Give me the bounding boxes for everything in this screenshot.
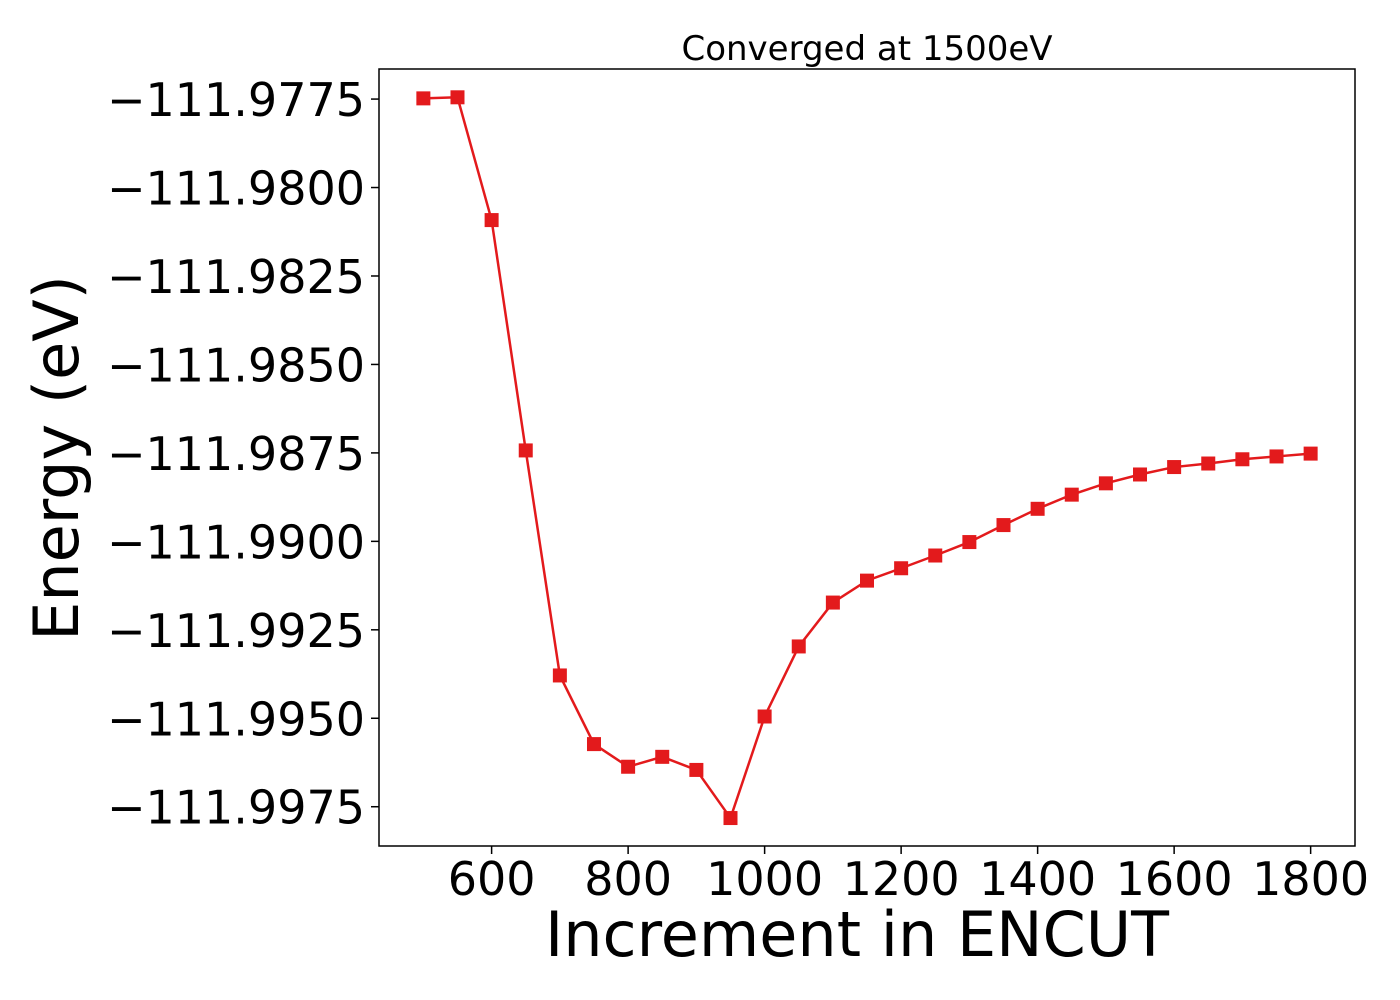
y-tick-label: −111.9775 bbox=[107, 73, 365, 127]
data-point bbox=[552, 668, 567, 683]
y-axis-title: Energy (eV) bbox=[20, 275, 93, 641]
y-tick-label: −111.9975 bbox=[107, 781, 365, 835]
data-point bbox=[962, 535, 977, 550]
data-point bbox=[1098, 476, 1113, 491]
data-point bbox=[757, 709, 772, 724]
plot-area bbox=[378, 68, 1356, 847]
series-layer bbox=[416, 90, 1318, 826]
y-tick-label: −111.9900 bbox=[107, 515, 365, 569]
data-point bbox=[928, 548, 943, 563]
y-tick-label: −111.9800 bbox=[107, 162, 365, 216]
data-point bbox=[621, 759, 636, 774]
x-axis: 600 800 1000 1200 1400 1600 1800 bbox=[448, 846, 1369, 906]
data-point bbox=[518, 443, 533, 458]
chart-title: Converged at 1500eV bbox=[681, 29, 1052, 69]
data-point bbox=[655, 749, 670, 764]
data-point bbox=[1167, 460, 1182, 475]
y-axis: −111.9775 −111.9800 −111.9825 −111.9850 −111… bbox=[107, 73, 379, 835]
x-tick-label: 1200 bbox=[843, 852, 960, 906]
data-point bbox=[825, 595, 840, 610]
data-point bbox=[586, 737, 601, 752]
x-tick-label: 1000 bbox=[706, 852, 823, 906]
data-point bbox=[1133, 467, 1148, 482]
x-tick-label: 800 bbox=[584, 852, 672, 906]
data-point bbox=[689, 762, 704, 777]
x-tick-label: 600 bbox=[448, 852, 536, 906]
data-point bbox=[484, 213, 499, 228]
data-point bbox=[1201, 456, 1216, 471]
y-tick-label: −111.9950 bbox=[107, 692, 365, 746]
y-tick-label: −111.9850 bbox=[107, 338, 365, 392]
data-point bbox=[416, 91, 431, 106]
data-point bbox=[450, 90, 465, 105]
x-tick-label: 1800 bbox=[1252, 852, 1369, 906]
data-point bbox=[1235, 452, 1250, 467]
x-tick-label: 1400 bbox=[979, 852, 1096, 906]
data-point bbox=[894, 561, 909, 576]
y-tick-label: −111.9825 bbox=[107, 250, 365, 304]
x-axis-title: Increment in ENCUT bbox=[545, 898, 1170, 971]
x-tick-label: 1600 bbox=[1116, 852, 1233, 906]
data-point bbox=[1064, 487, 1079, 502]
y-tick-label: −111.9925 bbox=[107, 604, 365, 658]
data-point bbox=[996, 518, 1011, 533]
y-tick-label: −111.9875 bbox=[107, 427, 365, 481]
data-point bbox=[1269, 449, 1284, 464]
data-point bbox=[860, 573, 874, 588]
data-point bbox=[791, 639, 806, 654]
data-point bbox=[1030, 501, 1045, 516]
data-point bbox=[723, 811, 738, 826]
data-point bbox=[1303, 446, 1318, 461]
